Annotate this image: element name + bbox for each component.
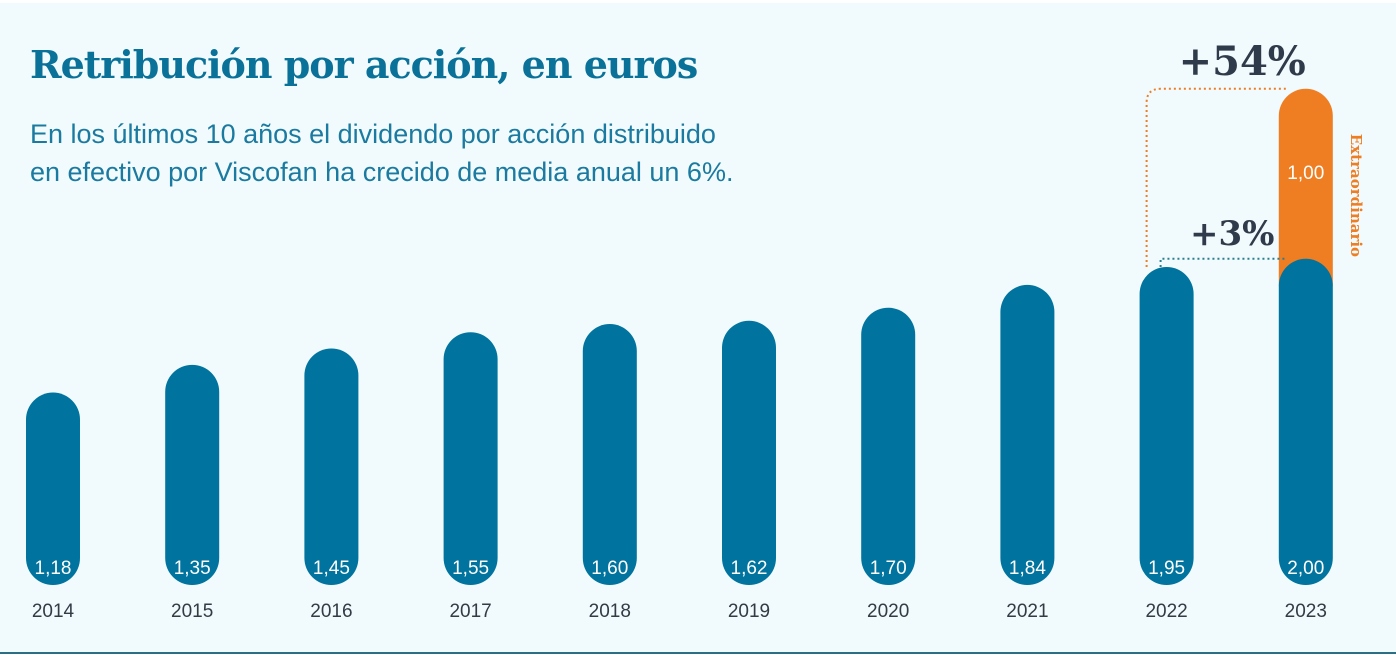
annotation-growth-ordinary: +3% [1190,214,1274,254]
x-tick-label-2016: 2016 [310,601,352,622]
extraordinary-value-label-2023: 1,00 [1287,163,1324,184]
x-tick-label-2017: 2017 [449,601,491,622]
bar-value-label-2017: 1,55 [452,558,489,579]
bar-2014 [26,392,80,585]
chart-title: Retribución por acción, en euros [30,42,698,87]
subtitle-line-1: En los últimos 10 años el dividendo por … [30,119,716,149]
bar-value-label-2016: 1,45 [313,558,350,579]
x-tick-label-2014: 2014 [32,601,75,622]
bar-value-label-2023: 2,00 [1287,558,1324,579]
x-tick-label-2015: 2015 [171,601,213,622]
bar-value-label-2021: 1,84 [1009,558,1046,579]
extraordinary-series-label: Extraordinario [1347,134,1365,257]
bar-value-label-2022: 1,95 [1148,558,1185,579]
subtitle-line-2: en efectivo por Viscofan ha crecido de m… [30,157,734,187]
x-tick-label-2023: 2023 [1285,601,1327,622]
chart-subtitle: En los últimos 10 años el dividendo por … [30,115,810,191]
annotation-growth-total: +54% [1179,38,1306,85]
bar-2019 [722,320,776,585]
bar-value-label-2019: 1,62 [731,558,768,579]
x-tick-label-2019: 2019 [728,601,770,622]
bar-2018 [582,324,637,585]
x-tick-label-2020: 2020 [867,601,909,622]
bar-value-label-2014: 1,18 [35,558,72,579]
bar-2016 [304,348,359,585]
x-tick-label-2021: 2021 [1006,601,1048,622]
bar-2017 [443,332,498,585]
bar-2021 [1000,284,1055,585]
annotation-connector-ordinary [1159,257,1286,267]
bar-2023 [1278,258,1333,585]
bar-value-label-2020: 1,70 [870,558,907,579]
x-tick-label-2018: 2018 [589,601,631,622]
bar-2020 [861,307,916,585]
bar-value-label-2015: 1,35 [174,558,211,579]
extraordinary-bar-2023 [1278,88,1333,286]
bottom-divider [0,652,1396,654]
bar-value-label-2018: 1,60 [591,558,628,579]
annotation-connector-total [1145,87,1286,267]
bar-2015 [165,364,220,585]
x-tick-label-2022: 2022 [1145,601,1187,622]
bar-2022 [1139,266,1194,585]
